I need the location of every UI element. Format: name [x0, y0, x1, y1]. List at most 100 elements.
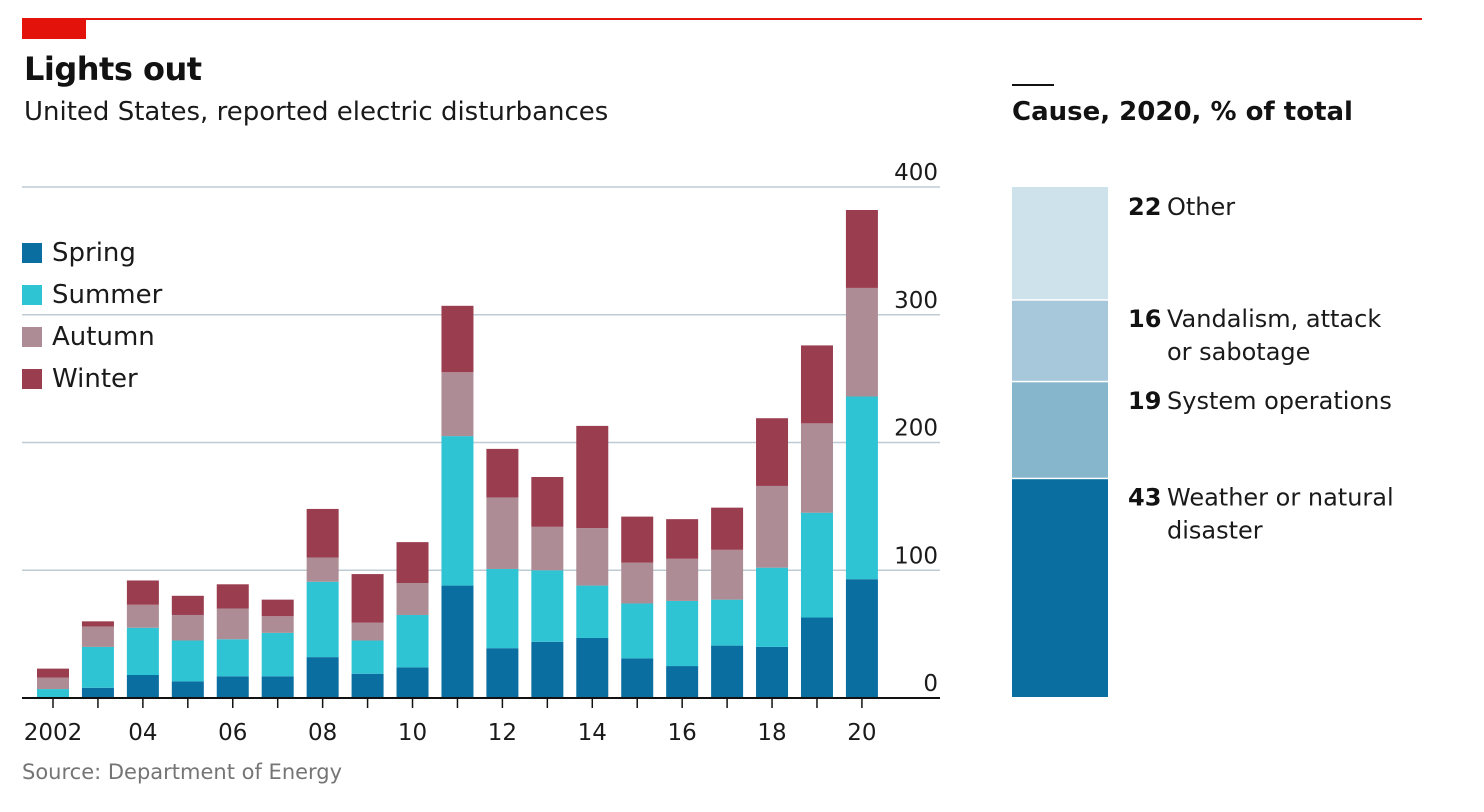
legend-label-winter: Winter — [52, 364, 138, 394]
bar-spring — [81, 687, 114, 698]
bar-spring — [666, 666, 699, 698]
bar-winter — [396, 542, 429, 584]
bar-autumn — [441, 372, 474, 437]
cause-value-label: 22 — [1128, 193, 1161, 221]
cause-segment — [1012, 187, 1108, 300]
bar-summer — [666, 600, 699, 667]
cause-segment — [1012, 479, 1108, 697]
bar-spring — [396, 667, 429, 698]
bar-autumn — [621, 562, 654, 604]
bar-spring — [621, 658, 654, 698]
chart-legend: Spring Summer Autumn Winter — [22, 232, 162, 400]
x-tick-label: 14 — [578, 720, 607, 746]
y-tick-label: 300 — [894, 288, 938, 314]
bar-autumn — [756, 485, 789, 568]
legend-swatch-winter — [22, 369, 42, 389]
bar-spring — [261, 676, 294, 698]
cause-category-label: Other — [1167, 193, 1235, 221]
bar-spring — [576, 637, 609, 698]
bar-summer — [216, 639, 249, 677]
x-tick-label: 08 — [308, 720, 337, 746]
bar-spring — [531, 641, 564, 698]
bar-summer — [81, 646, 114, 688]
bar-summer — [621, 603, 654, 659]
bar-spring — [800, 617, 833, 698]
bar-spring — [441, 585, 474, 698]
bar-summer — [126, 627, 159, 676]
bar-autumn — [81, 626, 114, 647]
cause-value-label: 19 — [1128, 387, 1161, 415]
top-rule — [22, 18, 1422, 20]
cause-segment — [1012, 300, 1108, 381]
bar-spring — [171, 681, 204, 698]
cause-value-label: 43 — [1128, 484, 1161, 512]
x-tick-label: 20 — [847, 720, 876, 746]
legend-label-spring: Spring — [52, 238, 136, 268]
bar-autumn — [800, 423, 833, 513]
cause-category-label: disaster — [1167, 517, 1263, 545]
x-tick-label: 2002 — [24, 720, 83, 746]
bar-autumn — [531, 526, 564, 571]
bar-winter — [37, 668, 69, 678]
bar-winter — [666, 519, 699, 559]
cause-category-label: Vandalism, attack — [1167, 305, 1381, 333]
bar-summer — [576, 585, 609, 638]
bar-winter — [845, 209, 878, 288]
chart-title: Lights out — [24, 50, 202, 88]
cause-category-label: System operations — [1167, 387, 1392, 415]
bar-autumn — [171, 614, 204, 641]
bar-winter — [486, 448, 519, 498]
bar-autumn — [261, 616, 294, 633]
bar-summer — [486, 568, 519, 649]
cause-category-label: or sabotage — [1167, 338, 1310, 366]
x-tick-label: 16 — [668, 720, 697, 746]
cause-panel-title: Cause, 2020, % of total — [1012, 97, 1353, 127]
bar-autumn — [306, 557, 339, 582]
y-tick-label: 0 — [923, 671, 938, 697]
bar-summer — [396, 614, 429, 668]
x-tick-label: 18 — [757, 720, 786, 746]
bar-autumn — [711, 549, 744, 600]
cause-category-label: Weather or natural — [1167, 484, 1394, 512]
bar-autumn — [845, 287, 878, 397]
chart-subtitle: United States, reported electric disturb… — [24, 97, 609, 127]
x-tick-label: 04 — [128, 720, 157, 746]
bar-summer — [756, 567, 789, 647]
bar-autumn — [666, 558, 699, 601]
bar-summer — [171, 640, 204, 682]
bar-winter — [800, 345, 833, 424]
bar-winter — [261, 599, 294, 617]
bar-autumn — [351, 622, 384, 641]
bar-winter — [351, 574, 384, 623]
x-tick-label: 10 — [398, 720, 427, 746]
bar-spring — [845, 579, 878, 698]
legend-item-autumn: Autumn — [22, 316, 162, 358]
bar-spring — [711, 645, 744, 698]
red-flag-marker — [22, 18, 86, 39]
cause-segment — [1012, 382, 1108, 478]
bar-autumn — [576, 528, 609, 586]
bar-spring — [216, 676, 249, 698]
legend-swatch-spring — [22, 243, 42, 263]
bar-spring — [486, 648, 519, 698]
bar-spring — [351, 673, 384, 698]
bar-summer — [531, 570, 564, 642]
y-tick-label: 200 — [894, 416, 938, 442]
bar-winter — [531, 476, 564, 527]
bar-summer — [441, 436, 474, 586]
bar-summer — [800, 512, 833, 618]
bar-autumn — [37, 677, 69, 690]
bar-summer — [37, 689, 69, 698]
bar-winter — [711, 507, 744, 550]
disturbances-bar-chart: 0 100 200 300 400 2002 04 06 08 10 12 14 16 18 20 — [22, 160, 940, 746]
legend-swatch-summer — [22, 285, 42, 305]
legend-label-summer: Summer — [52, 280, 163, 310]
bar-winter — [756, 418, 789, 486]
bar-spring — [306, 657, 339, 698]
bar-winter — [621, 516, 654, 563]
legend-item-spring: Spring — [22, 232, 162, 274]
bar-summer — [711, 599, 744, 646]
legend-swatch-autumn — [22, 327, 42, 347]
legend-label-autumn: Autumn — [52, 322, 155, 352]
legend-item-winter: Winter — [22, 358, 162, 400]
